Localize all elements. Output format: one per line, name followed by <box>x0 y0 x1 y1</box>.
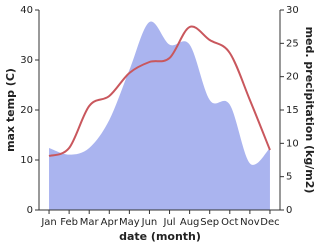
y-tick-label: 30 <box>20 55 33 66</box>
x-tick-label: Feb <box>60 217 78 228</box>
y-tick-label: 10 <box>20 155 33 166</box>
precip-area <box>49 21 270 211</box>
x-tick-label: Mar <box>80 217 100 228</box>
x-tick-label: Jan <box>40 217 56 228</box>
x-tick-label: Nov <box>240 217 260 228</box>
y2-axis-label: med. precipitation (kg/m2) <box>303 27 316 194</box>
y2-tick-label: 30 <box>286 5 299 16</box>
y-tick-label: 20 <box>20 105 33 116</box>
y2-tick-label: 10 <box>286 138 299 149</box>
x-tick-label: Sep <box>200 217 219 228</box>
x-tick-label: Jun <box>141 217 158 228</box>
temp-line <box>48 25 271 157</box>
x-tick-label: Apr <box>101 217 119 228</box>
y-tick-label: 40 <box>20 5 33 16</box>
y2-tick-label: 0 <box>286 205 292 216</box>
x-tick-label: Jul <box>163 217 176 228</box>
y2-tick-label: 20 <box>286 72 299 83</box>
x-tick-label: Aug <box>180 217 200 228</box>
y2-tick-label: 5 <box>286 172 292 183</box>
x-tick-label: Oct <box>221 217 238 228</box>
y-tick-label: 0 <box>27 205 33 216</box>
y-axis-label: max temp (C) <box>4 68 17 152</box>
x-tick-label: May <box>119 217 140 228</box>
x-tick-label: Dec <box>260 217 279 228</box>
y2-tick-label: 25 <box>286 38 299 49</box>
y2-tick-label: 15 <box>286 105 299 116</box>
x-axis-label: date (month) <box>119 230 201 243</box>
